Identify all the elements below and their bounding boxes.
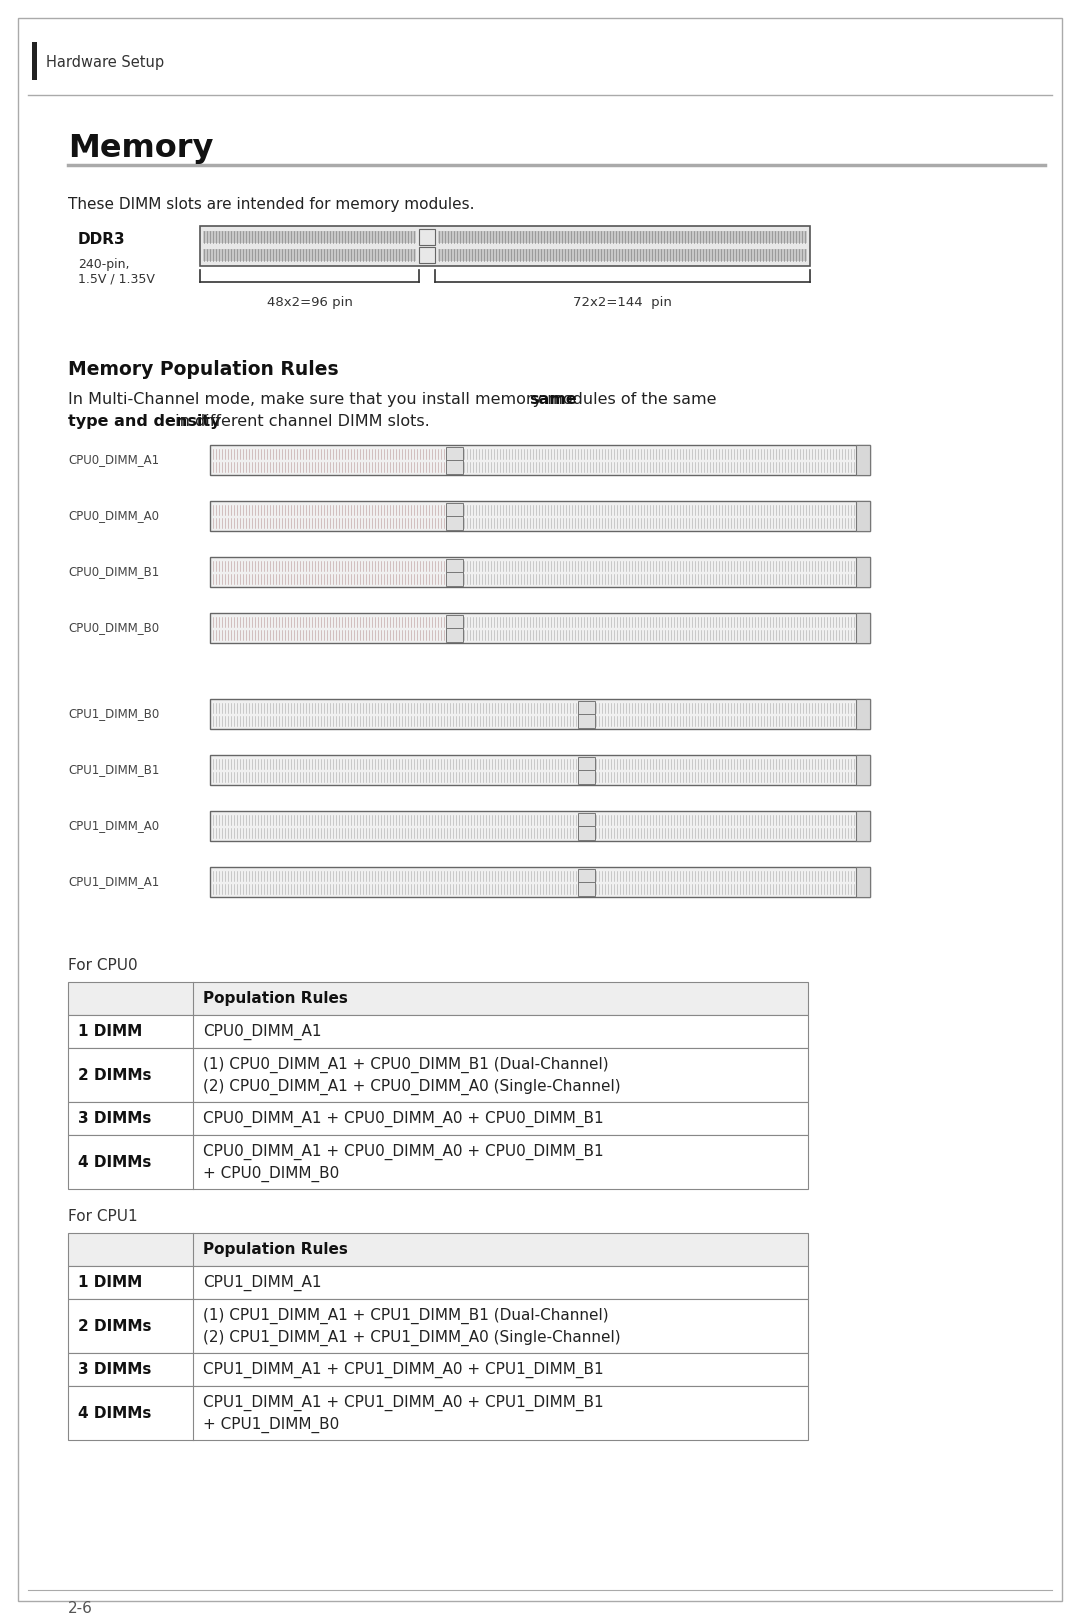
Bar [578,882,595,895]
Bar [210,811,870,840]
Bar [68,983,808,1015]
Bar [68,1386,808,1439]
Text: (2) CPU0_DIMM_A1 + CPU0_DIMM_A0 (Single-Channel): (2) CPU0_DIMM_A1 + CPU0_DIMM_A0 (Single-… [203,1078,621,1094]
Text: Population Rules: Population Rules [203,1242,348,1256]
Text: (1) CPU1_DIMM_A1 + CPU1_DIMM_B1 (Dual-Channel): (1) CPU1_DIMM_A1 + CPU1_DIMM_B1 (Dual-Ch… [203,1308,609,1324]
Text: 240-pin,
1.5V / 1.35V: 240-pin, 1.5V / 1.35V [78,257,154,287]
Bar [68,1135,808,1188]
Bar [68,1298,808,1353]
Text: Population Rules: Population Rules [203,991,348,1005]
Bar [856,754,870,785]
Bar [200,227,810,266]
Text: DDR3: DDR3 [78,233,125,248]
Bar [446,504,463,516]
Bar [446,447,463,461]
Text: CPU0_DIMM_B0: CPU0_DIMM_B0 [68,622,159,635]
Bar [446,572,463,586]
Bar [203,232,416,243]
Text: 2 DIMMs: 2 DIMMs [78,1067,151,1083]
Text: 4 DIMMs: 4 DIMMs [78,1154,151,1169]
Text: type and density: type and density [68,414,220,429]
Bar [446,559,463,573]
Bar [578,714,595,729]
Text: CPU1_DIMM_A1 + CPU1_DIMM_A0 + CPU1_DIMM_B1: CPU1_DIMM_A1 + CPU1_DIMM_A0 + CPU1_DIMM_… [203,1362,604,1378]
Bar [68,1266,808,1298]
Bar [68,1103,808,1135]
Text: 48x2=96 pin: 48x2=96 pin [267,296,352,309]
Bar [419,248,435,262]
Bar [446,615,463,630]
Text: 3 DIMMs: 3 DIMMs [78,1362,151,1378]
Text: CPU1_DIMM_A0: CPU1_DIMM_A0 [68,819,159,832]
Bar [203,249,416,261]
Text: CPU1_DIMM_A1: CPU1_DIMM_A1 [68,876,159,889]
Text: CPU0_DIMM_A1: CPU0_DIMM_A1 [68,453,159,466]
Text: + CPU1_DIMM_B0: + CPU1_DIMM_B0 [203,1417,339,1433]
Bar [210,445,870,474]
Text: 72x2=144  pin: 72x2=144 pin [573,296,672,309]
Bar [446,516,463,529]
Bar [210,868,870,897]
Bar [210,614,870,643]
Bar [446,460,463,474]
Bar [438,249,807,261]
Bar [856,445,870,474]
Bar [856,699,870,729]
Bar [210,557,870,588]
Text: 3 DIMMs: 3 DIMMs [78,1111,151,1125]
Bar [68,1234,808,1266]
Text: CPU0_DIMM_A1 + CPU0_DIMM_A0 + CPU0_DIMM_B1: CPU0_DIMM_A1 + CPU0_DIMM_A0 + CPU0_DIMM_… [203,1145,604,1161]
Bar [210,754,870,785]
Bar [68,1047,808,1103]
Bar [68,1015,808,1047]
Bar [856,500,870,531]
Text: CPU1_DIMM_A1: CPU1_DIMM_A1 [203,1274,322,1290]
Bar [578,813,595,827]
Text: (1) CPU0_DIMM_A1 + CPU0_DIMM_B1 (Dual-Channel): (1) CPU0_DIMM_A1 + CPU0_DIMM_B1 (Dual-Ch… [203,1057,609,1073]
Text: CPU0_DIMM_A1 + CPU0_DIMM_A0 + CPU0_DIMM_B1: CPU0_DIMM_A1 + CPU0_DIMM_A0 + CPU0_DIMM_… [203,1111,604,1127]
Text: CPU1_DIMM_A1 + CPU1_DIMM_A0 + CPU1_DIMM_B1: CPU1_DIMM_A1 + CPU1_DIMM_A0 + CPU1_DIMM_… [203,1396,604,1412]
Text: (2) CPU1_DIMM_A1 + CPU1_DIMM_A0 (Single-Channel): (2) CPU1_DIMM_A1 + CPU1_DIMM_A0 (Single-… [203,1329,621,1347]
Text: in different channel DIMM slots.: in different channel DIMM slots. [171,414,430,429]
Bar [856,614,870,643]
Text: Memory: Memory [68,133,214,164]
Text: 1 DIMM: 1 DIMM [78,1023,143,1039]
Text: + CPU0_DIMM_B0: + CPU0_DIMM_B0 [203,1166,339,1182]
Bar [856,811,870,840]
Text: 2 DIMMs: 2 DIMMs [78,1318,151,1334]
Text: For CPU0: For CPU0 [68,958,137,973]
Bar [578,869,595,882]
Bar [419,228,435,244]
Text: CPU1_DIMM_B1: CPU1_DIMM_B1 [68,764,160,777]
Text: 4 DIMMs: 4 DIMMs [78,1405,151,1420]
Text: CPU0_DIMM_A0: CPU0_DIMM_A0 [68,510,159,523]
Text: Memory Population Rules: Memory Population Rules [68,359,339,379]
Text: Hardware Setup: Hardware Setup [46,55,164,70]
Bar [32,42,37,79]
Text: CPU1_DIMM_B0: CPU1_DIMM_B0 [68,708,159,720]
Text: 2-6: 2-6 [68,1601,93,1616]
Bar [438,232,807,243]
Bar [210,500,870,531]
Text: 1 DIMM: 1 DIMM [78,1276,143,1290]
Text: These DIMM slots are intended for memory modules.: These DIMM slots are intended for memory… [68,198,474,212]
Bar [856,868,870,897]
Bar [578,771,595,784]
Text: CPU0_DIMM_B1: CPU0_DIMM_B1 [68,565,159,578]
Bar [856,557,870,588]
Bar [578,701,595,716]
Text: CPU0_DIMM_A1: CPU0_DIMM_A1 [203,1023,322,1039]
Bar [68,1353,808,1386]
Text: same: same [529,392,577,406]
Text: For CPU1: For CPU1 [68,1209,137,1224]
Bar [446,628,463,643]
Bar [210,699,870,729]
Bar [578,758,595,771]
Bar [578,826,595,840]
Text: In Multi-Channel mode, make sure that you install memory modules of the same: In Multi-Channel mode, make sure that yo… [68,392,716,406]
